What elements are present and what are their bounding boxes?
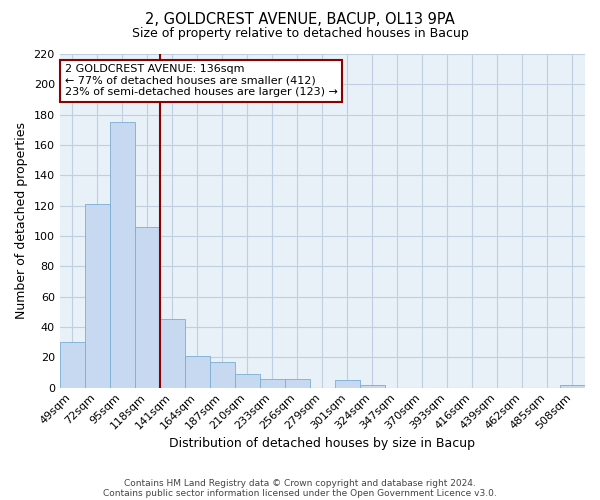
- Text: Contains public sector information licensed under the Open Government Licence v3: Contains public sector information licen…: [103, 488, 497, 498]
- Bar: [335, 380, 360, 388]
- Bar: [135, 227, 160, 388]
- Text: Size of property relative to detached houses in Bacup: Size of property relative to detached ho…: [131, 28, 469, 40]
- Text: Contains HM Land Registry data © Crown copyright and database right 2024.: Contains HM Land Registry data © Crown c…: [124, 478, 476, 488]
- Bar: [85, 204, 110, 388]
- Bar: [110, 122, 135, 388]
- Bar: [285, 378, 310, 388]
- Bar: [260, 378, 285, 388]
- Bar: [560, 384, 585, 388]
- Text: 2 GOLDCREST AVENUE: 136sqm
← 77% of detached houses are smaller (412)
23% of sem: 2 GOLDCREST AVENUE: 136sqm ← 77% of deta…: [65, 64, 338, 97]
- Text: 2, GOLDCREST AVENUE, BACUP, OL13 9PA: 2, GOLDCREST AVENUE, BACUP, OL13 9PA: [145, 12, 455, 28]
- X-axis label: Distribution of detached houses by size in Bacup: Distribution of detached houses by size …: [169, 437, 475, 450]
- Bar: [59, 342, 85, 388]
- Bar: [235, 374, 260, 388]
- Bar: [210, 362, 235, 388]
- Bar: [160, 320, 185, 388]
- Bar: [185, 356, 210, 388]
- Bar: [360, 384, 385, 388]
- Y-axis label: Number of detached properties: Number of detached properties: [15, 122, 28, 320]
